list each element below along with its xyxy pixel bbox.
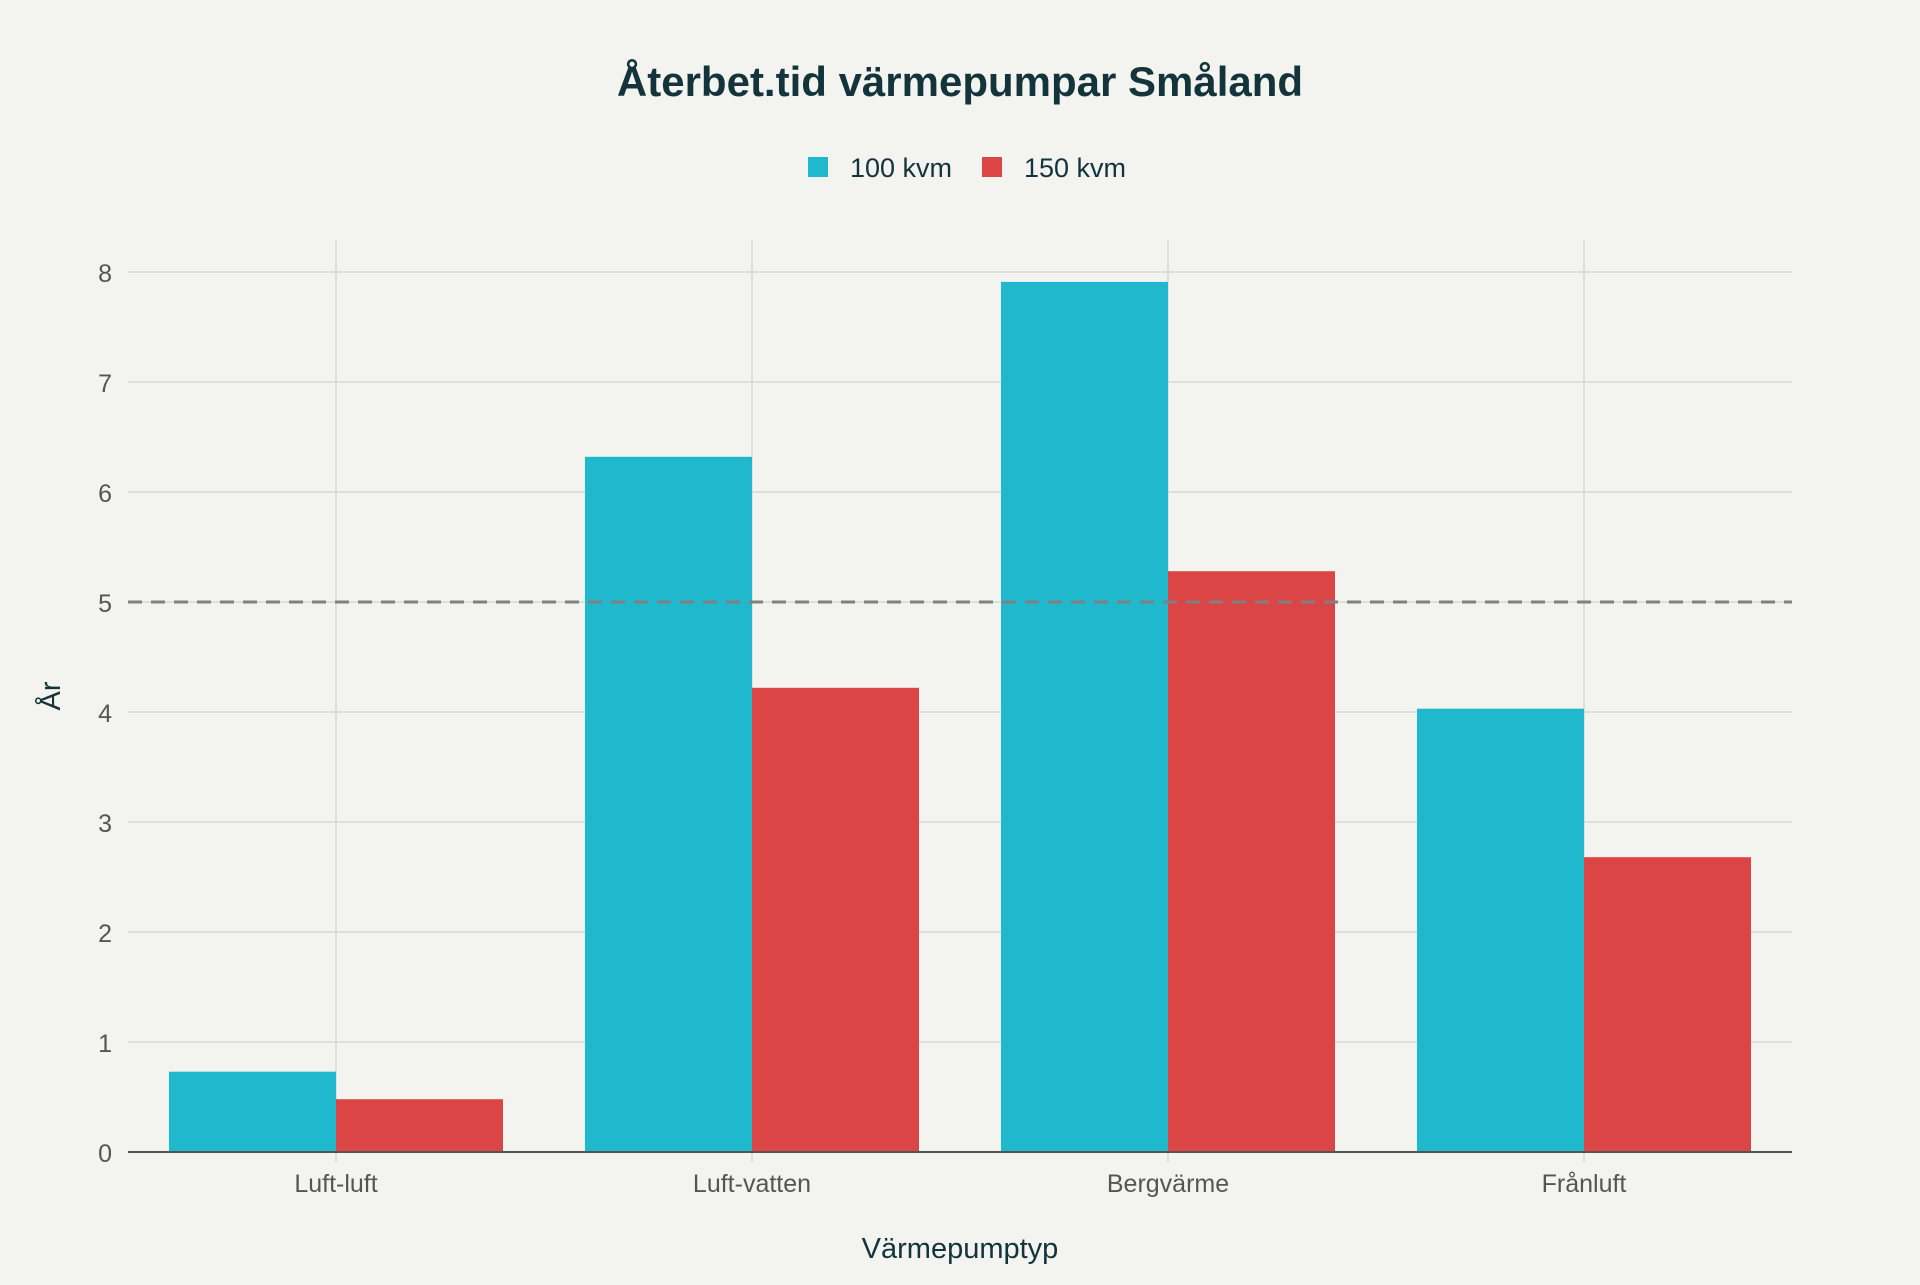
x-tick-label: Luft-vatten xyxy=(693,1170,811,1198)
bars xyxy=(128,281,1792,1152)
chart-title: Återbet.tid värmepumpar Småland xyxy=(617,58,1303,105)
legend-label: 150 kvm xyxy=(1024,153,1126,183)
y-axis-label: År xyxy=(34,681,67,710)
y-tick-label: 0 xyxy=(98,1140,112,1168)
legend-swatch xyxy=(982,157,1002,177)
x-tick-label: Bergvärme xyxy=(1107,1170,1229,1198)
legend-swatch xyxy=(808,157,828,177)
bar-100-kvm-Bergvärme xyxy=(1001,281,1168,1152)
bar-150-kvm-Luft-luft xyxy=(336,1099,503,1152)
y-tick-label: 5 xyxy=(98,590,112,618)
bar-150-kvm-Luft-vatten xyxy=(752,687,919,1152)
bar-150-kvm-Frånluft xyxy=(1584,857,1751,1152)
y-tick-label: 8 xyxy=(98,260,112,288)
bar-100-kvm-Frånluft xyxy=(1417,708,1584,1152)
bar-100-kvm-Luft-luft xyxy=(169,1071,336,1152)
axes: 0 1 2 3 4 5 6 7 8 Luft-luft Luft-vatten Bergvärme Fr… xyxy=(98,260,1792,1198)
x-axis-label: Värmepumptyp xyxy=(862,1233,1059,1265)
y-tick-label: 3 xyxy=(98,810,112,838)
legend: 100 kvm 150 kvm xyxy=(808,153,1126,183)
y-tick-label: 7 xyxy=(98,370,112,398)
legend-label: 100 kvm xyxy=(850,153,952,183)
x-tick-label: Luft-luft xyxy=(294,1170,377,1198)
y-tick-label: 6 xyxy=(98,480,112,508)
bar-150-kvm-Bergvärme xyxy=(1168,571,1335,1152)
y-tick-label: 1 xyxy=(98,1030,112,1058)
x-tick-label: Frånluft xyxy=(1542,1170,1627,1198)
y-tick-label: 4 xyxy=(98,700,112,728)
bar-100-kvm-Luft-vatten xyxy=(585,456,752,1152)
y-tick-label: 2 xyxy=(98,920,112,948)
